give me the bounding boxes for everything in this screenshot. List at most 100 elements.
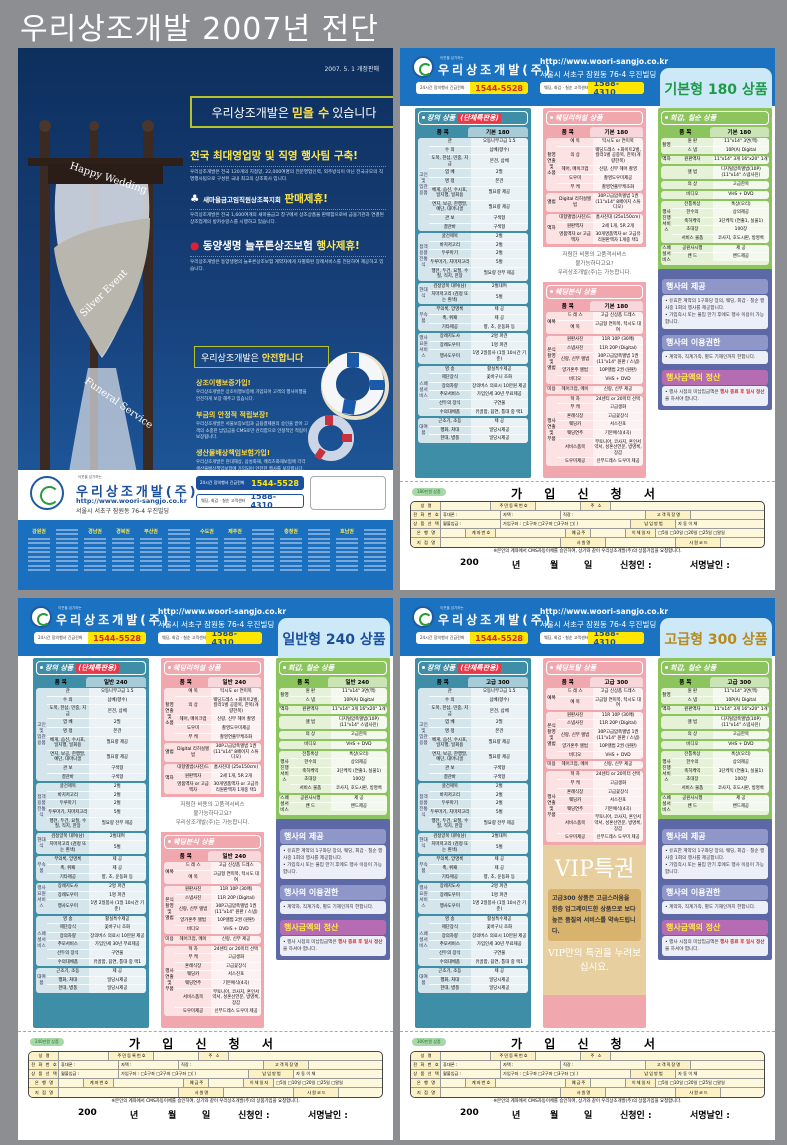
form-field-input[interactable]: 가입구좌 : □1구좌 □2구좌 □3구좌 □( ) — [501, 1070, 631, 1078]
customer-center[interactable]: 웨딩, 회갑 · 칠순 고객센터 1588-4310 — [540, 632, 644, 644]
form-field-input[interactable]: 휴대폰 : — [441, 1061, 501, 1069]
funeral-hotline[interactable]: 24시간 장의행사 긴급전화 1544-5528 — [196, 476, 304, 490]
form-field-input[interactable] — [441, 529, 466, 537]
signature-field[interactable]: 신청인 : — [620, 561, 652, 571]
form-field-input[interactable] — [441, 1079, 466, 1087]
form-field-label: 계좌번호 — [466, 1079, 496, 1087]
item-label: 부 케 — [570, 405, 580, 411]
customer-center[interactable]: 웨딩, 회갑 · 칠순 고객센터 1588-4310 — [196, 494, 304, 508]
company-url[interactable]: http://www.woori-sangjo.co.kr — [540, 57, 669, 66]
branch-region-heading: 제주권 — [228, 529, 242, 535]
form-field-input[interactable]: 자 동 이 체 — [296, 1071, 316, 1076]
form-field-input[interactable] — [536, 502, 581, 510]
form-field-input[interactable]: 월불입금 : — [59, 1070, 119, 1078]
form-field-input[interactable] — [229, 1052, 382, 1060]
form-field-input[interactable]: 휴대폰 : — [441, 511, 501, 519]
form-field-input[interactable] — [339, 1088, 382, 1097]
form-field-input[interactable] — [691, 511, 764, 519]
form-field-input[interactable] — [209, 1079, 244, 1087]
form-field-input[interactable] — [441, 538, 561, 547]
form-field-input[interactable]: 직장 : — [561, 511, 646, 519]
customer-center[interactable]: 웨딩, 회갑 · 칠순 고객센터 1588-4310 — [158, 632, 262, 644]
form-field-input[interactable] — [611, 1052, 764, 1060]
form-field-input[interactable]: □5일 □10일 □20일 □25일 □말일 — [276, 1080, 343, 1085]
company-url[interactable]: http://www.woori-sangjo.co.kr — [158, 607, 287, 616]
form-field-input[interactable] — [309, 1061, 382, 1069]
form-field-input[interactable] — [59, 1079, 84, 1087]
item-value: 고급한복 — [712, 731, 769, 739]
branch-name-line — [112, 560, 134, 562]
item-value: 유골함, 꼽연, 통대 중 택1 — [88, 958, 146, 967]
form-field-input[interactable] — [441, 502, 491, 510]
item-label: 수의대체품 — [57, 959, 78, 965]
branch-name-line — [168, 555, 190, 558]
form-field-input[interactable]: 자택 : — [501, 511, 561, 519]
form-field-input[interactable]: 직장 : — [179, 1061, 264, 1069]
item-label: 선두의 장식 — [438, 401, 461, 406]
funeral-hotline[interactable]: 24시간 장의행사 긴급전화 1544-5528 — [416, 82, 528, 94]
group-label: 고인 및 입관용품 — [37, 722, 46, 746]
form-field-input[interactable]: 자 동 이 체 — [678, 521, 698, 526]
form-field-input[interactable]: 가입구좌 : □1구좌 □2구좌 □3구좌 □( ) — [119, 1070, 249, 1078]
table-row: 검정양복 대여(남) 2벌대여 — [47, 832, 146, 842]
form-field-input[interactable] — [59, 1052, 109, 1060]
item-label: 부 케 — [570, 184, 580, 190]
branch-region-heading: 수도권 — [200, 529, 214, 535]
item-label: 초대장 — [686, 227, 699, 233]
headline-text: 있습니다 — [332, 105, 377, 120]
signature-field[interactable]: 서명날인 : — [308, 1111, 348, 1121]
column-title: 회갑, 칠순 상품 — [288, 664, 335, 672]
form-field-input[interactable] — [59, 1088, 179, 1097]
center-number: 1588-4310 — [206, 632, 262, 644]
form-field-input[interactable]: 자 동 이 체 — [678, 1071, 698, 1076]
column-title: 회갑, 칠순 상품 — [670, 664, 717, 672]
group-label — [279, 731, 290, 739]
item-label: 행전, 두건, 요질, 수질, 직지, 한장 — [431, 818, 469, 830]
signature-field[interactable]: 서명날인 : — [690, 561, 730, 571]
hotline-label: 24시간 장의행사 긴급전화 — [420, 85, 465, 90]
form-row: 상 품 선 택 월불입금 : 가입구좌 : □1구좌 □2구좌 □3구좌 □( ) 납… — [411, 520, 764, 529]
form-field-input[interactable] — [721, 538, 764, 547]
form-field-input[interactable] — [496, 1079, 566, 1087]
item-value: 30개명품액자 or 고급유리원판액자 1개중 택1 — [593, 231, 643, 245]
form-field-input[interactable]: □5일 □10일 □20일 □25일 □말일 — [658, 530, 725, 535]
form-field-input[interactable] — [224, 1088, 294, 1097]
table-row: 의 상 고급한복 — [672, 731, 769, 739]
form-field-input[interactable]: □5일 □10일 □20일 □25일 □말일 — [658, 1080, 725, 1085]
form-field-input[interactable] — [611, 502, 764, 510]
form-field-input[interactable] — [441, 1052, 491, 1060]
terms-heading: 행사의 이용권한 — [280, 884, 386, 900]
form-field-input[interactable] — [606, 538, 676, 547]
form-field-input[interactable]: 월불입금 : — [441, 1070, 501, 1078]
table-group: 현대식 검정양복 대여(남) 2벌대여 치마저고리 (검정 또는 흰색) 5벌 — [418, 832, 528, 855]
form-field-input[interactable] — [606, 1088, 676, 1097]
form-field-input[interactable] — [154, 1052, 199, 1060]
group-rows: 원판액자 11"x14" 3개 16"x20" 1개 — [672, 156, 769, 164]
form-field-input[interactable] — [591, 1079, 626, 1087]
form-field-input[interactable] — [496, 529, 566, 537]
funeral-hotline[interactable]: 24시간 장의행사 긴급전화 1544-5528 — [416, 632, 528, 644]
form-field-input[interactable] — [441, 1088, 561, 1097]
form-field-input[interactable]: 휴대폰 : — [59, 1061, 119, 1069]
form-field-input[interactable]: 월불입금 : — [441, 520, 501, 528]
form-field-input[interactable]: 자택 : — [501, 1061, 561, 1069]
form-field-input[interactable]: 직장 : — [561, 1061, 646, 1069]
slogan-line: 불가능하다고요? — [193, 811, 232, 818]
form-field-input[interactable] — [536, 1052, 581, 1060]
signature-field[interactable]: 신청인 : — [620, 1111, 652, 1121]
group-label: 촬영 — [280, 693, 289, 699]
form-field-input[interactable] — [721, 1088, 764, 1097]
hotline-label: 24시간 장의행사 긴급전화 — [38, 635, 83, 640]
signature-field[interactable]: 서명날인 : — [690, 1111, 730, 1121]
customer-center[interactable]: 웨딩, 회갑 · 칠순 고객센터 1588-4310 — [540, 82, 644, 94]
form-field-input[interactable] — [114, 1079, 184, 1087]
company-url[interactable]: http://www.woori-sangjo.co.kr — [540, 607, 669, 616]
form-field-input[interactable] — [591, 529, 626, 537]
date-field: 200 — [78, 1108, 97, 1118]
form-field-input[interactable]: 자택 : — [119, 1061, 179, 1069]
form-field-input[interactable] — [691, 1061, 764, 1069]
signature-field[interactable]: 신청인 : — [238, 1111, 270, 1121]
form-field-input[interactable]: 가입구좌 : □1구좌 □2구좌 □3구좌 □( ) — [501, 520, 631, 528]
company-url[interactable]: http://www.woori-sangjo.co.kr — [76, 497, 187, 505]
funeral-hotline[interactable]: 24시간 장의행사 긴급전화 1544-5528 — [34, 632, 146, 644]
